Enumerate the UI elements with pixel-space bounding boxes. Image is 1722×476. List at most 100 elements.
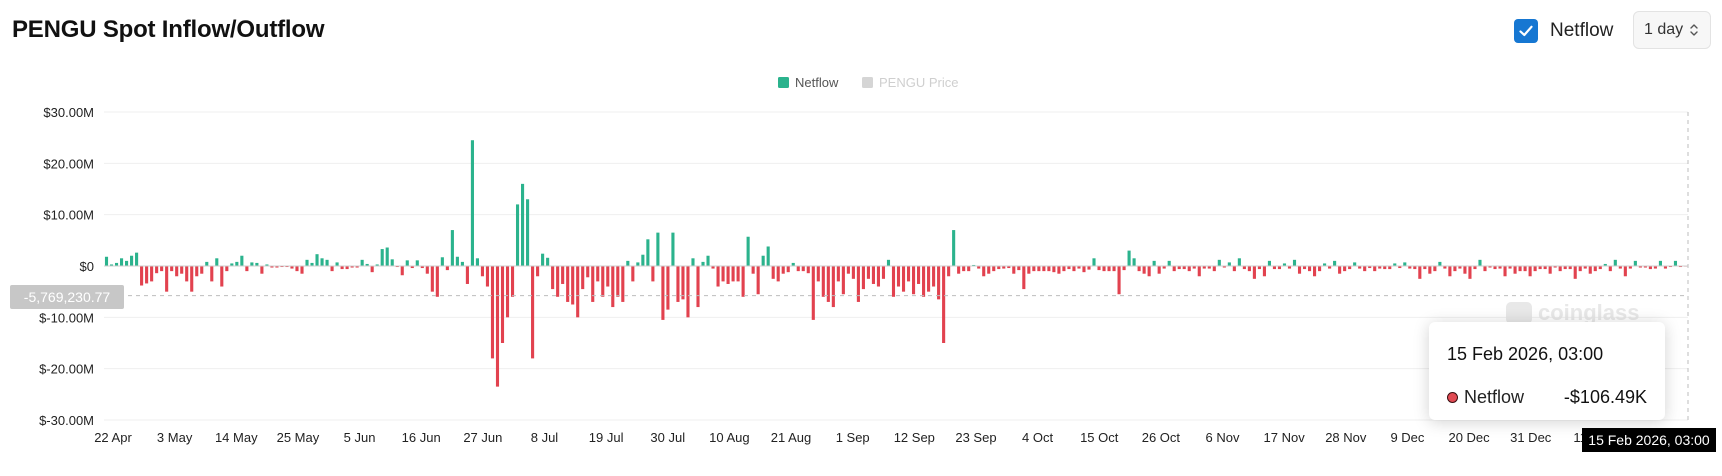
netflow-bar: [997, 266, 1001, 270]
netflow-bar: [1363, 266, 1367, 272]
netflow-bar: [305, 259, 309, 266]
netflow-bar: [636, 262, 640, 266]
netflow-bar: [1328, 266, 1332, 269]
netflow-bar: [1578, 266, 1582, 272]
netflow-bar: [1528, 266, 1532, 277]
netflow-bar: [1643, 266, 1647, 268]
netflow-bar: [435, 266, 439, 297]
netflow-bar: [365, 263, 369, 266]
netflow-bar: [270, 266, 274, 268]
netflow-bar: [1378, 266, 1382, 269]
interval-select[interactable]: 1 day: [1633, 11, 1711, 49]
tooltip-series-name: Netflow: [1464, 387, 1525, 407]
netflow-bar: [1618, 266, 1622, 269]
netflow-bar: [831, 266, 835, 308]
netflow-bar: [155, 266, 159, 274]
netflow-bar: [185, 266, 189, 282]
netflow-bar: [621, 266, 625, 302]
netflow-bar: [1247, 266, 1251, 272]
netflow-bar: [275, 266, 279, 268]
netflow-bar: [1473, 266, 1477, 270]
netflow-bar: [1082, 266, 1086, 273]
netflow-bar: [1398, 266, 1402, 269]
netflow-bar: [180, 266, 184, 274]
netflow-bar: [285, 266, 289, 268]
netflow-bar: [1297, 266, 1302, 274]
netflow-bar: [315, 254, 319, 266]
netflow-bar: [606, 266, 610, 287]
netflow-bar: [1438, 261, 1442, 266]
netflow-bar: [235, 261, 239, 266]
y-tick-label: $-30.00M: [39, 413, 94, 428]
netflow-bar: [896, 266, 901, 287]
netflow-bar: [1648, 266, 1652, 270]
netflow-bar: [1212, 266, 1216, 272]
netflow-bar: [881, 266, 886, 279]
netflow-bar: [390, 259, 394, 266]
netflow-bar: [515, 204, 520, 266]
netflow-bar: [541, 253, 545, 266]
netflow-bar: [691, 258, 695, 266]
legend-swatch: [862, 77, 873, 88]
netflow-bar: [1282, 263, 1287, 266]
netflow-bar: [576, 266, 580, 318]
netflow-bar: [751, 266, 755, 274]
netflow-bar: [1563, 266, 1567, 270]
netflow-bar: [776, 266, 780, 282]
netflow-bar: [1493, 266, 1497, 270]
netflow-bar: [175, 266, 179, 277]
netflow-bar: [1137, 266, 1141, 272]
netflow-bar: [871, 266, 875, 284]
netflow-bar: [335, 262, 339, 266]
page-title: PENGU Spot Inflow/Outflow: [12, 16, 325, 43]
netflow-bar: [150, 266, 154, 282]
netflow-bar: [1318, 266, 1322, 272]
netflow-bar: [1348, 266, 1352, 270]
netflow-bar: [866, 266, 870, 279]
netflow-bar: [260, 266, 264, 274]
netflow-bar: [455, 256, 459, 266]
netflow-bar: [245, 266, 249, 272]
netflow-bar: [200, 266, 204, 274]
netflow-bar: [1117, 266, 1121, 295]
tooltip-row: Netflow -$106.49K: [1447, 387, 1647, 408]
netflow-bar: [1237, 258, 1241, 266]
checkbox-checked-icon[interactable]: [1514, 19, 1538, 43]
netflow-bar: [1338, 266, 1342, 274]
netflow-bar: [962, 266, 966, 272]
netflow-toggle[interactable]: Netflow: [1514, 17, 1613, 45]
netflow-bar: [1042, 266, 1046, 272]
netflow-bar: [190, 266, 194, 292]
netflow-bar: [1122, 266, 1126, 271]
netflow-bar: [1302, 266, 1307, 270]
netflow-bar: [1358, 266, 1362, 269]
netflow-bar: [1067, 266, 1071, 270]
coinglass-logo-icon: [1506, 302, 1532, 324]
y-tick-label: $-20.00M: [39, 362, 94, 377]
netflow-bar: [1277, 266, 1282, 270]
netflow-bar: [495, 266, 500, 387]
netflow-bar: [395, 266, 399, 268]
netflow-bar: [1613, 259, 1617, 266]
netflow-bar: [225, 266, 229, 272]
netflow-bar: [1087, 266, 1091, 270]
netflow-bar: [676, 266, 680, 302]
netflow-bar: [410, 266, 414, 269]
netflow-bar: [1097, 266, 1101, 271]
netflow-bar: [731, 266, 735, 282]
y-tick-label: $20.00M: [43, 156, 94, 171]
x-tick-label: 23 Sep: [955, 430, 996, 445]
netflow-bar: [1313, 266, 1317, 277]
tooltip-date: 15 Feb 2026, 03:00: [1447, 344, 1604, 364]
netflow-bar: [280, 266, 284, 268]
chart-tooltip: 15 Feb 2026, 03:00 Netflow -$106.49K: [1429, 322, 1665, 420]
x-tick-label: 10 Aug: [709, 430, 750, 445]
x-tick-label: 12 Sep: [894, 430, 935, 445]
netflow-bar: [821, 266, 825, 297]
y-tick-label: $30.00M: [43, 105, 94, 120]
netflow-bar: [165, 266, 169, 292]
netflow-bar: [1007, 266, 1011, 269]
netflow-bar: [922, 266, 926, 297]
netflow-bar: [355, 266, 359, 268]
netflow-bar: [531, 266, 535, 359]
